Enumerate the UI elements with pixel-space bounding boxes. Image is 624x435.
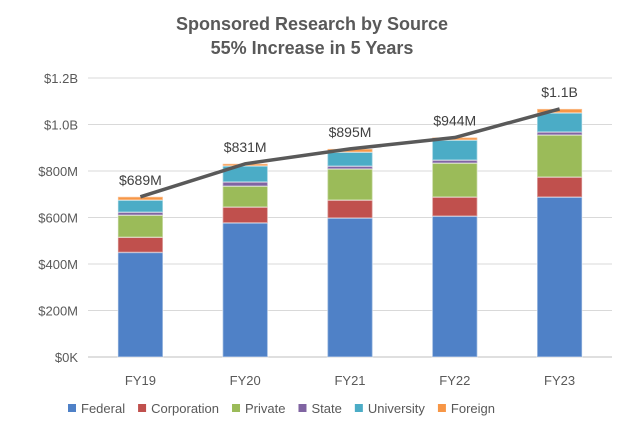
bar-segment-corporation — [326, 199, 374, 219]
legend-label: Corporation — [151, 401, 219, 416]
y-tick-label: $600M — [38, 211, 78, 226]
data-label: $689M — [119, 172, 162, 188]
total-line — [139, 107, 561, 199]
bar-segment-federal — [326, 217, 374, 358]
x-tick-label: FY22 — [439, 373, 470, 388]
bar-segment-private — [221, 185, 269, 208]
legend-swatch — [232, 404, 241, 412]
legend-swatch — [138, 404, 147, 412]
bar-segment-corporation — [117, 236, 164, 254]
data-label: $831M — [224, 139, 267, 155]
legend-swatch — [437, 404, 446, 412]
bar-segment-private — [326, 168, 374, 201]
legend-label: State — [311, 401, 341, 416]
x-tick-label: FY20 — [230, 373, 261, 388]
bar-segment-federal — [117, 251, 164, 358]
legend-label: University — [368, 401, 426, 416]
bar-segment-university — [117, 199, 164, 213]
bar-segment-federal — [431, 215, 479, 358]
legend-label: Foreign — [451, 401, 495, 416]
data-label: $895M — [329, 124, 372, 140]
x-tick-label: FY19 — [125, 373, 156, 388]
y-tick-label: $0K — [55, 350, 78, 365]
legend-label: Private — [245, 401, 285, 416]
chart-subtitle: 55% Increase in 5 Years — [211, 38, 414, 58]
bar-segment-federal — [221, 222, 269, 358]
y-tick-label: $200M — [38, 304, 78, 319]
legend-swatch — [68, 404, 76, 412]
bar-segment-corporation — [536, 176, 583, 198]
legend-swatch — [298, 404, 307, 412]
x-tick-label: FY23 — [544, 373, 575, 388]
y-tick-label: $1.0B — [44, 118, 78, 133]
y-tick-label: $1.2B — [44, 71, 78, 86]
chart-title: Sponsored Research by Source — [176, 14, 448, 34]
bar-segment-federal — [536, 196, 583, 358]
bar-segment-state — [221, 181, 269, 187]
legend-swatch — [354, 404, 363, 412]
y-tick-label: $800M — [38, 164, 78, 179]
data-label: $944M — [433, 113, 476, 129]
x-tick-label: FY21 — [334, 373, 365, 388]
legend-label: Federal — [81, 401, 125, 416]
bar-segment-private — [536, 134, 583, 178]
data-label: $1.1B — [541, 84, 578, 100]
bar-segment-university — [536, 112, 583, 133]
y-tick-label: $400M — [38, 257, 78, 272]
bar-segment-corporation — [221, 206, 269, 224]
bar-segment-foreign — [117, 196, 164, 201]
bar-segment-corporation — [431, 196, 479, 217]
bar-segment-private — [117, 214, 164, 239]
bar-segment-university — [326, 151, 374, 167]
bar-segment-university — [431, 139, 479, 161]
bar-segment-private — [431, 162, 479, 198]
